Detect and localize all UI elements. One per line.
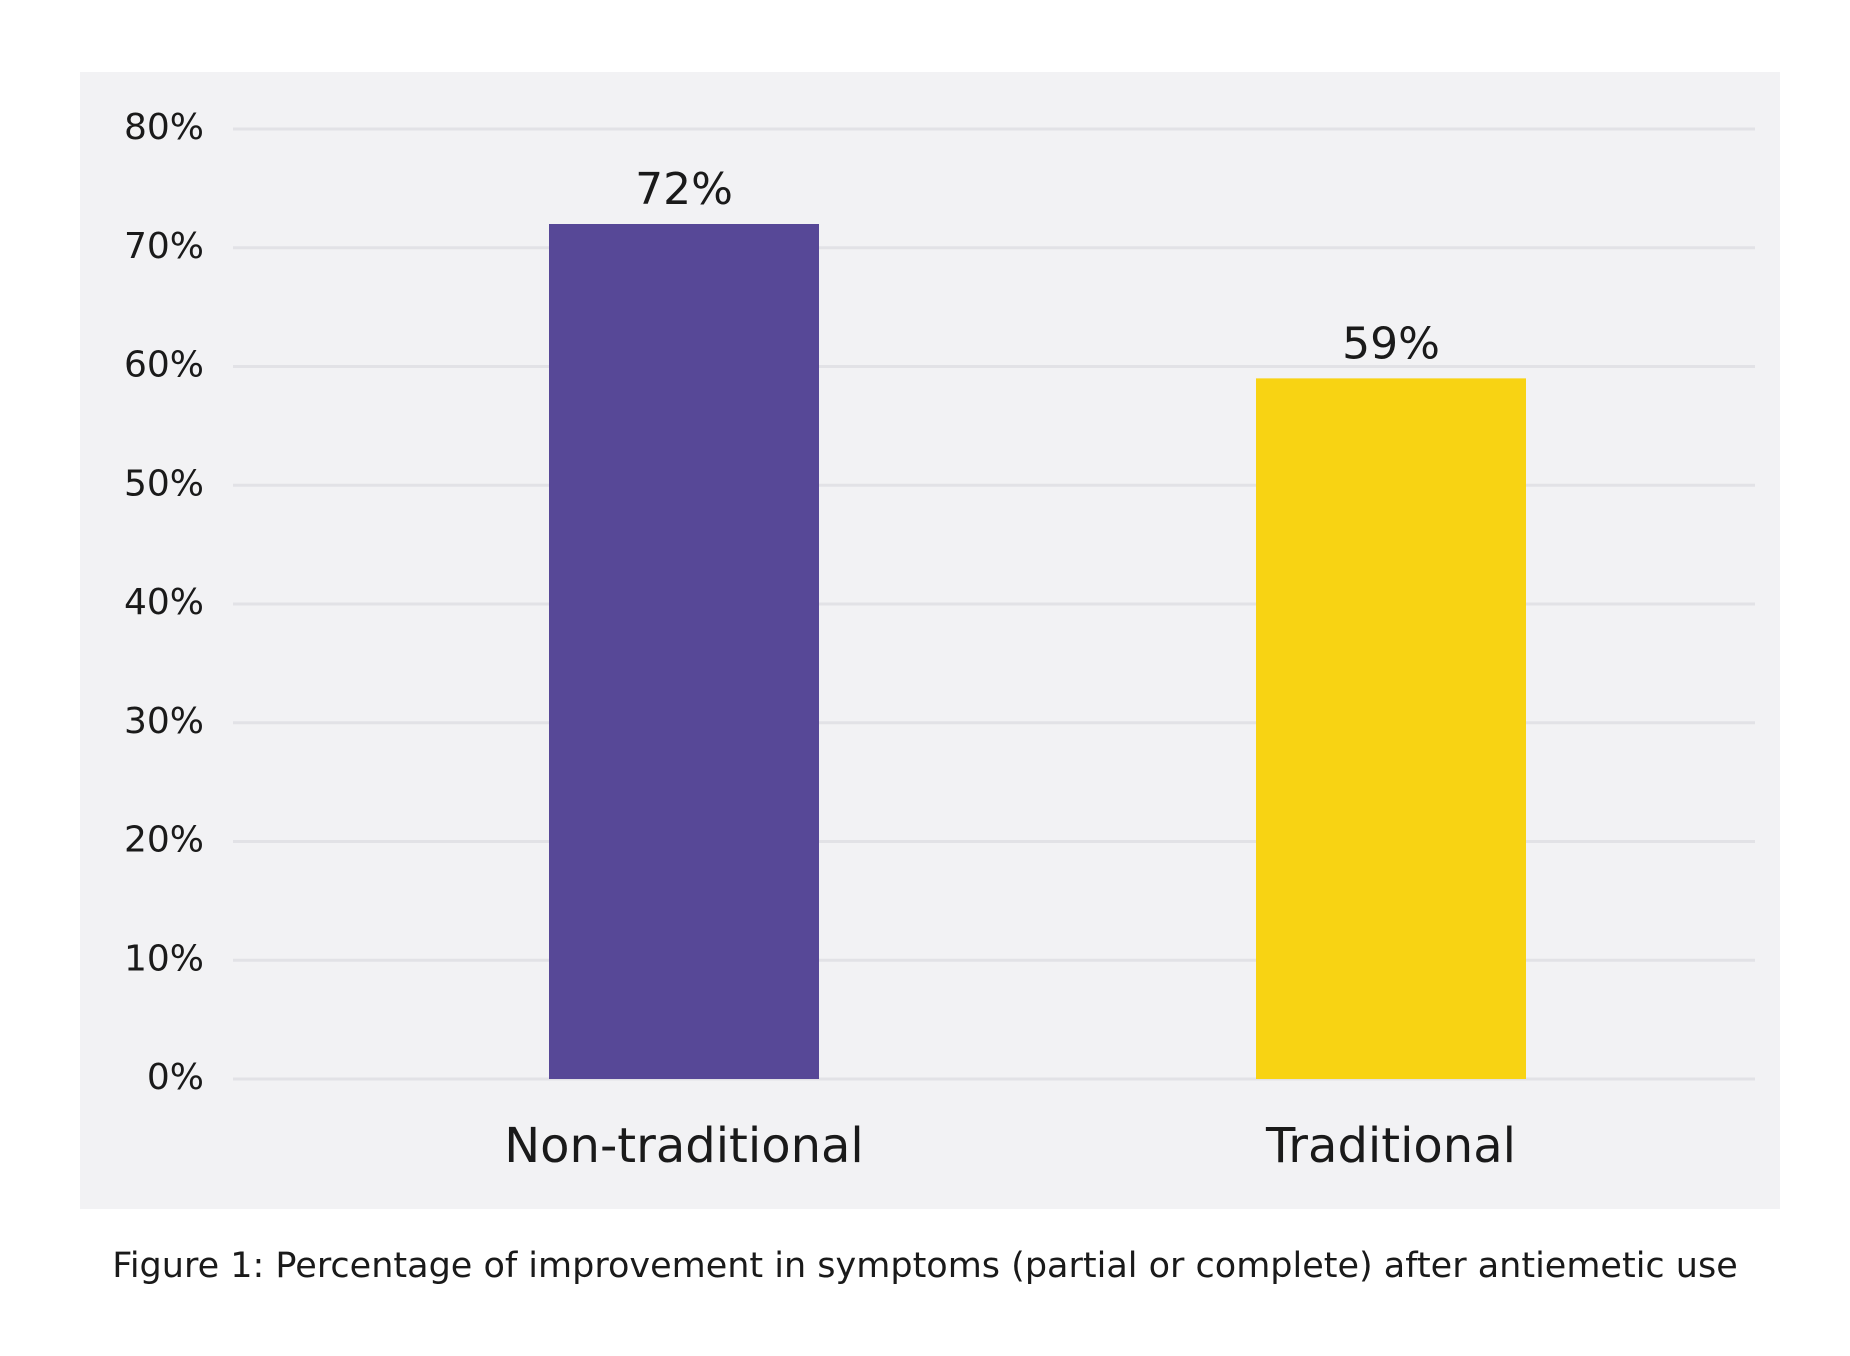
y-tick-label: 30%: [124, 701, 204, 742]
y-tick-label: 60%: [124, 345, 204, 386]
y-tick-label: 70%: [124, 226, 204, 267]
bar-value-label: 59%: [1342, 318, 1440, 369]
bar-value-label: 72%: [635, 164, 733, 215]
x-axis-category-labels: Non-traditional Traditional: [504, 1118, 1516, 1174]
x-category-label: Traditional: [1265, 1118, 1516, 1174]
y-tick-label: 0%: [147, 1057, 204, 1098]
value-labels: 72% 59%: [635, 164, 1440, 369]
figure-caption: Figure 1: Percentage of improvement in s…: [112, 1246, 1738, 1286]
bar-non-traditional: [549, 224, 819, 1079]
bars: [549, 224, 1526, 1079]
gridlines: [233, 127, 1755, 1081]
bar-traditional: [1256, 378, 1526, 1079]
y-axis-tick-labels: 0% 10% 20% 30% 40% 50% 60% 70% 80%: [124, 107, 204, 1098]
y-tick-label: 80%: [124, 107, 204, 148]
x-category-label: Non-traditional: [504, 1118, 863, 1174]
y-tick-label: 20%: [124, 820, 204, 861]
y-tick-label: 50%: [124, 463, 204, 504]
y-tick-label: 10%: [124, 938, 204, 979]
y-tick-label: 40%: [124, 582, 204, 623]
